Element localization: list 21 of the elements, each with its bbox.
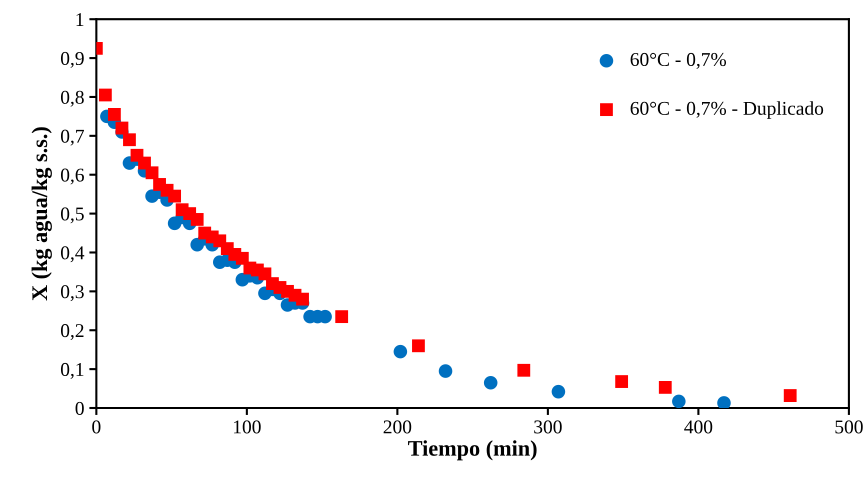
y-tick-label: 0 — [76, 402, 84, 415]
x-tick-label: 100 — [234, 420, 261, 434]
x-tick-label: 200 — [384, 420, 412, 434]
y-axis-title: X (kg agua/kg s.s.) — [32, 127, 52, 301]
y-tick-label: 0,4 — [60, 246, 84, 262]
y-tick-label: 0,7 — [60, 130, 84, 146]
y-tick-label: 0,3 — [60, 285, 84, 302]
y-tick-label: 0,9 — [60, 52, 84, 68]
x-tick-label: 300 — [534, 420, 562, 434]
y-tick-label: 0,1 — [60, 362, 84, 379]
x-tick-label: 0 — [92, 420, 100, 434]
x-tick-label: 500 — [835, 420, 863, 434]
y-tick-label: 0,8 — [60, 90, 84, 107]
y-tick-label: 1 — [76, 13, 84, 26]
x-tick-label: 400 — [684, 420, 712, 434]
x-axis-title: Tiempo (min) — [408, 440, 537, 460]
y-tick-label: 0,2 — [60, 324, 84, 340]
legend-label: 60°C - 0,7% — [630, 52, 726, 69]
y-tick-label: 0,5 — [60, 207, 84, 224]
y-tick-label: 0,6 — [60, 168, 84, 184]
legend-label: 60°C - 0,7% - Duplicado — [630, 101, 824, 119]
